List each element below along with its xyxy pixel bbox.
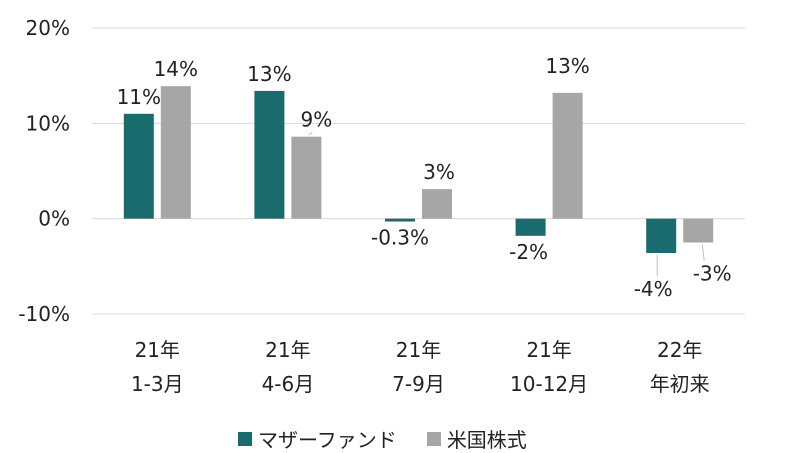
- y-tick-label: -10%: [18, 302, 70, 326]
- legend-swatch-us-stocks: [426, 431, 441, 446]
- legend-label-mother-fund: マザーファンド: [258, 428, 397, 452]
- data-label: 11%: [117, 85, 161, 109]
- x-category-label: 21年: [265, 338, 310, 362]
- x-category-label: 4-6月: [262, 372, 315, 396]
- bar-us-stocks: [422, 189, 452, 219]
- data-label: 13%: [545, 54, 589, 78]
- legend-item-us-stocks: 米国株式: [426, 424, 527, 453]
- bar-mother-fund: [254, 90, 285, 219]
- data-labels: 11% 13% -0.3% -2% -4% 14% 9% 3% 13% -3%: [117, 54, 732, 301]
- bar-mother-fund: [123, 113, 154, 219]
- x-category-label: 22年: [657, 338, 702, 362]
- bar-mother-fund: [385, 218, 415, 222]
- bar-mother-fund: [646, 218, 677, 253]
- data-label: -0.3%: [371, 226, 429, 250]
- bar-us-stocks: [683, 218, 714, 243]
- legend: マザーファンド 米国株式: [238, 424, 557, 453]
- bars: [123, 86, 714, 253]
- bar-us-stocks: [552, 92, 583, 219]
- y-axis-ticks: 20% 10% 0% -10%: [18, 16, 70, 326]
- leader-line: [701, 244, 705, 261]
- y-tick-label: 0%: [38, 207, 70, 231]
- x-category-label: 10-12月: [510, 372, 588, 396]
- data-label: 13%: [247, 62, 291, 86]
- gridlines: [92, 27, 745, 315]
- x-category-label: 年初来: [650, 372, 710, 396]
- data-label: 3%: [423, 160, 455, 184]
- bar-us-stocks: [291, 136, 322, 219]
- y-tick-label: 10%: [26, 111, 70, 135]
- leader-line: [308, 132, 313, 136]
- x-category-label: 21年: [526, 338, 571, 362]
- x-category-label: 1-3月: [131, 372, 184, 396]
- legend-item-mother-fund: マザーファンド: [238, 424, 397, 453]
- legend-swatch-mother-fund: [238, 431, 252, 446]
- x-category-label: 21年: [396, 338, 441, 362]
- data-label: 14%: [154, 57, 198, 81]
- y-tick-label: 20%: [26, 16, 70, 40]
- data-label: -4%: [634, 277, 673, 301]
- data-label: 9%: [301, 108, 333, 132]
- data-label: -3%: [693, 262, 732, 286]
- x-category-label: 21年: [135, 338, 180, 362]
- leader-lines: [308, 132, 705, 276]
- bar-mother-fund: [515, 218, 546, 236]
- x-category-label: 7-9月: [392, 372, 445, 396]
- bar-chart: 20% 10% 0% -10% 11% 13% -0.3% -2% -4% 14% 9% 3% 13%…: [18, 16, 745, 396]
- data-label: -2%: [509, 240, 548, 264]
- legend-label-us-stocks: 米国株式: [446, 428, 527, 452]
- bar-us-stocks: [160, 86, 191, 219]
